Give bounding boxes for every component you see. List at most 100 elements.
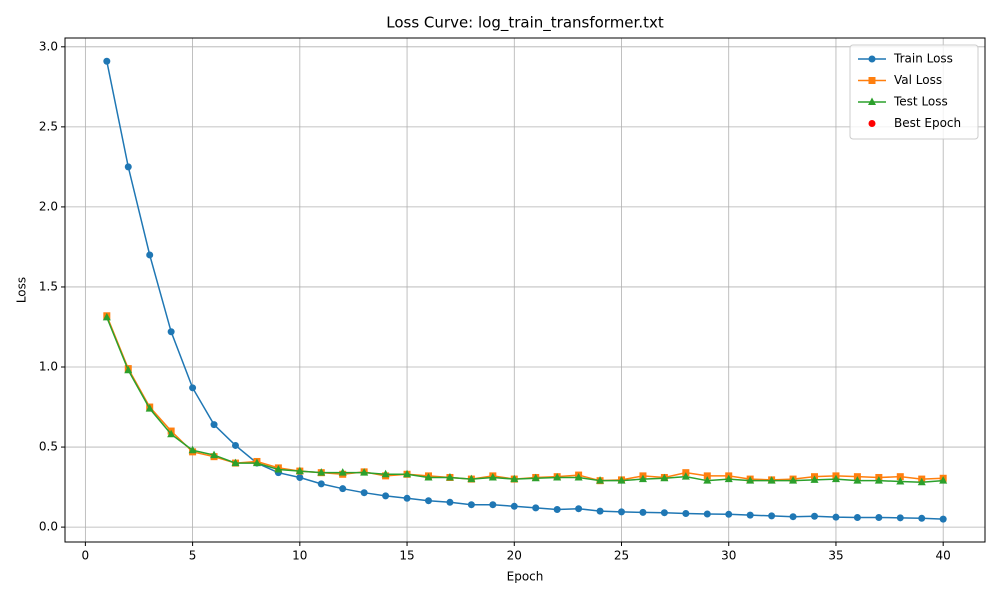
x-tick-label: 10 [292, 549, 307, 563]
marker [210, 450, 219, 459]
series-line [106, 315, 944, 482]
marker [102, 312, 111, 321]
legend-label: Val Loss [894, 73, 942, 87]
marker [617, 476, 626, 484]
legend-marker [868, 77, 876, 84]
marker [618, 508, 626, 516]
marker [382, 492, 390, 500]
marker [939, 476, 948, 484]
marker [124, 365, 133, 374]
marker [831, 474, 840, 483]
marker [660, 509, 668, 517]
marker [553, 505, 561, 513]
marker [896, 476, 905, 485]
marker [274, 464, 283, 473]
marker [917, 477, 926, 486]
x-tick-label: 30 [721, 549, 736, 563]
x-tick-label: 5 [189, 549, 197, 563]
marker [445, 472, 454, 481]
y-tick-label: 2.0 [39, 199, 58, 213]
marker [703, 510, 711, 518]
marker [510, 502, 518, 510]
x-tick-label: 25 [614, 549, 629, 563]
marker [574, 472, 583, 481]
marker [703, 476, 712, 484]
legend-label: Test Loss [893, 95, 948, 109]
marker [918, 514, 926, 522]
marker [510, 474, 519, 483]
marker [575, 505, 583, 513]
x-tick-label: 20 [507, 549, 522, 563]
marker [896, 473, 904, 481]
marker [339, 485, 347, 493]
marker [467, 501, 475, 509]
marker [146, 251, 154, 259]
legend-marker [868, 120, 876, 127]
marker [167, 429, 176, 438]
x-axis-label: Epoch [507, 570, 544, 584]
marker [874, 476, 883, 484]
marker [767, 476, 776, 484]
plot-frame [64, 37, 986, 543]
y-tick-label: 0.0 [39, 520, 58, 534]
marker [296, 473, 304, 481]
y-tick-label: 1.0 [39, 360, 58, 374]
y-tick-label: 2.5 [39, 119, 58, 133]
marker [896, 514, 904, 522]
legend-marker [868, 55, 876, 63]
marker [488, 472, 497, 481]
marker [939, 515, 947, 523]
marker [768, 512, 776, 520]
marker [295, 466, 304, 475]
marker [789, 476, 798, 484]
marker [145, 404, 154, 412]
marker [724, 474, 733, 483]
marker [853, 476, 862, 484]
marker [381, 469, 390, 478]
marker [639, 508, 647, 516]
marker [317, 480, 325, 488]
marker [360, 468, 369, 476]
marker [446, 498, 454, 506]
y-tick-label: 3.0 [39, 39, 58, 53]
marker [746, 476, 755, 484]
legend-label: Best Epoch [894, 116, 961, 130]
marker [338, 468, 347, 476]
marker [532, 504, 540, 512]
marker [403, 494, 411, 502]
marker [703, 472, 711, 480]
legend-box [849, 44, 979, 140]
marker [789, 513, 797, 521]
marker [424, 472, 433, 481]
marker [596, 507, 604, 515]
marker [210, 421, 218, 429]
marker [360, 489, 368, 497]
x-tick-label: 15 [399, 549, 414, 563]
marker [660, 473, 669, 482]
y-tick-label: 1.5 [39, 279, 58, 293]
marker [403, 469, 412, 478]
marker [596, 476, 605, 484]
marker [231, 458, 240, 467]
marker [853, 514, 861, 522]
marker [875, 514, 883, 522]
legend-marker [868, 97, 876, 105]
marker [103, 57, 111, 65]
marker [832, 513, 840, 521]
series-line [106, 61, 944, 520]
marker [725, 510, 733, 518]
marker [489, 501, 497, 509]
x-tick-label: 40 [936, 549, 951, 563]
marker [124, 163, 132, 171]
marker [531, 473, 540, 482]
marker [189, 384, 197, 392]
marker [681, 472, 690, 480]
series-line [106, 317, 944, 484]
marker [167, 328, 175, 336]
marker [231, 441, 239, 449]
marker [424, 497, 432, 505]
y-tick-label: 0.5 [39, 440, 58, 454]
legend-label: Train Loss [893, 52, 953, 66]
